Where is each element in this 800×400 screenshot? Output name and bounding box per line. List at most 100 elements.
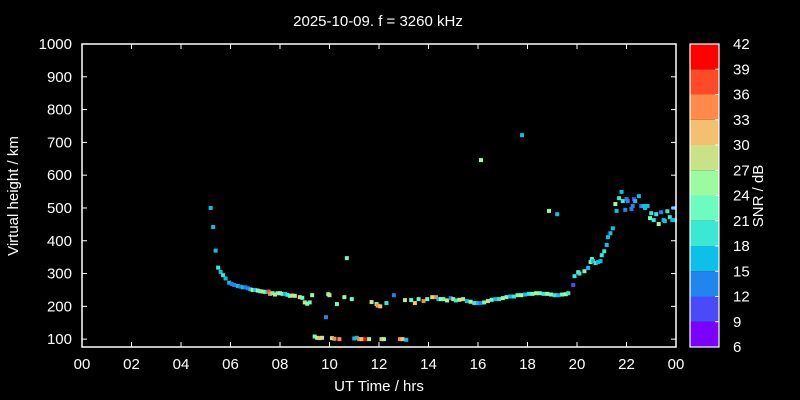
colorbar-swatch [690, 44, 719, 70]
data-point [282, 291, 287, 296]
data-point [566, 291, 571, 296]
y-axis: 100 200 300 400 500 600 700 800 900 1000 [39, 36, 676, 348]
data-point [404, 337, 409, 342]
data-point [537, 291, 542, 296]
data-point [667, 215, 672, 220]
data-point [280, 291, 285, 296]
data-point [263, 289, 268, 294]
x-tick-label: 08 [272, 356, 289, 373]
data-point [402, 298, 407, 303]
data-point [625, 199, 630, 204]
data-point [643, 205, 648, 210]
data-point [238, 284, 243, 289]
y-tick-label: 800 [47, 102, 72, 119]
data-point [588, 260, 593, 265]
data-point [599, 253, 604, 258]
data-point [409, 298, 414, 303]
colorbar-swatch [690, 246, 719, 272]
data-point [445, 298, 450, 303]
colorbar-tick-label: 30 [733, 137, 750, 154]
data-point [476, 301, 480, 306]
data-point [232, 283, 237, 288]
data-point [398, 337, 403, 342]
data-point [617, 196, 622, 201]
colorbar-swatch [690, 170, 719, 196]
data-point [438, 297, 443, 302]
data-point [302, 300, 307, 305]
data-point [441, 297, 446, 302]
data-point [391, 293, 396, 298]
x-tick-label: 22 [618, 356, 635, 373]
data-point [610, 226, 615, 231]
data-point [464, 299, 469, 304]
data-point [352, 336, 357, 341]
data-point [654, 212, 659, 217]
data-point [619, 189, 624, 194]
y-tick-label: 500 [47, 200, 72, 217]
x-tick-label: 14 [420, 356, 437, 373]
data-point [255, 288, 260, 293]
x-tick-label: 18 [519, 356, 536, 373]
data-point [504, 295, 509, 300]
y-axis-label: Virtual height / km [5, 136, 22, 256]
data-point [278, 291, 282, 296]
data-point [425, 297, 430, 302]
data-point [235, 284, 240, 289]
data-point [598, 259, 603, 264]
data-point [329, 336, 334, 341]
x-tick-label: 06 [222, 356, 239, 373]
data-point [433, 295, 438, 300]
data-point [519, 293, 524, 298]
colorbar-tick-label: 33 [733, 112, 750, 129]
data-point [245, 286, 250, 291]
data-point [337, 337, 342, 342]
data-point [508, 294, 513, 299]
data-point [563, 292, 568, 297]
data-point [560, 292, 565, 297]
data-point [367, 337, 372, 342]
data-point [613, 202, 618, 207]
data-point [342, 295, 347, 300]
data-point [213, 248, 218, 253]
x-tick-label: 00 [668, 356, 685, 373]
data-point [253, 287, 258, 292]
data-point [349, 297, 354, 302]
data-point [369, 300, 374, 305]
colorbar-swatch [690, 195, 719, 221]
data-point [591, 259, 596, 264]
data-point [320, 335, 325, 340]
x-tick-label: 00 [74, 356, 91, 373]
data-point [604, 243, 609, 248]
data-point [334, 302, 339, 307]
data-point [310, 293, 315, 298]
y-tick-label: 600 [47, 167, 72, 184]
colorbar-tick-label: 6 [733, 339, 741, 356]
data-point [430, 295, 435, 300]
colorbar-swatch [690, 119, 719, 145]
data-point [275, 291, 280, 296]
data-point [478, 158, 483, 163]
data-point [421, 299, 426, 304]
data-point [656, 222, 661, 227]
data-point [534, 291, 539, 296]
data-point [571, 283, 576, 288]
data-point [327, 293, 332, 298]
data-point [630, 203, 635, 208]
data-point [593, 261, 598, 266]
x-tick-label: 12 [371, 356, 388, 373]
data-point [596, 260, 601, 265]
data-point [526, 291, 531, 296]
x-tick-label: 02 [123, 356, 140, 373]
colorbar-tick-label: 36 [733, 87, 750, 104]
data-point [448, 296, 453, 301]
colorbar-tick-label: 39 [733, 61, 750, 78]
data-point [243, 285, 248, 290]
data-point [384, 301, 389, 306]
data-point [332, 336, 337, 341]
data-point [378, 304, 383, 309]
colorbar-label: SNR / dB [750, 165, 767, 228]
data-point [400, 337, 405, 342]
colorbar-swatch [690, 94, 719, 120]
colorbar-swatch [690, 296, 719, 322]
colorbar-swatch [690, 220, 719, 246]
